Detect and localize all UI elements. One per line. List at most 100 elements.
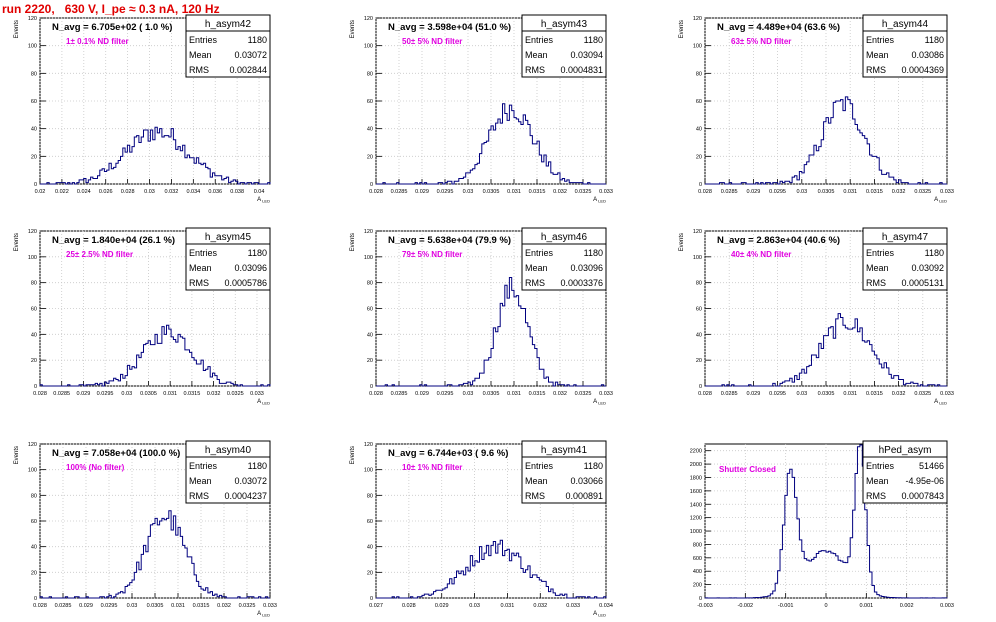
x-tick-label: 0.034: [186, 189, 200, 195]
histogram-name: h_asym40: [205, 445, 252, 456]
y-tick-label: 20: [367, 154, 373, 160]
stats-box: [185, 456, 271, 504]
y-tick-label: 100: [693, 255, 702, 261]
stats-value: 0.03072: [234, 476, 267, 486]
y-tick-label: 40: [367, 127, 373, 133]
y-tick-label: 600: [693, 556, 702, 562]
x-tick-label: 0.029: [415, 189, 429, 195]
stats-value: 0.002844: [229, 65, 267, 75]
x-tick-label: 0.0305: [818, 189, 835, 195]
x-tick-label: 0.031: [843, 189, 857, 195]
x-tick-label: 0.03: [144, 189, 155, 195]
x-tick-label: 0.031: [163, 391, 177, 397]
y-tick-label: 120: [693, 229, 702, 235]
y-tick-label: 200: [693, 583, 702, 589]
x-tick-label: 0.028: [369, 391, 383, 397]
y-tick-label: 20: [31, 570, 37, 576]
y-tick-label: 0: [34, 596, 37, 602]
x-tick-label: 0.0285: [721, 189, 738, 195]
x-tick-label: 0.001: [859, 603, 873, 609]
x-tick-label: 0.0295: [101, 603, 118, 609]
y-tick-label: 40: [367, 545, 373, 551]
y-tick-label: 1800: [690, 475, 702, 481]
y-tick-label: 120: [364, 442, 373, 448]
stats-label: Entries: [189, 248, 218, 258]
x-tick-label: 0.0325: [914, 391, 931, 397]
y-tick-label: 20: [31, 358, 37, 364]
x-tick-label: 0.028: [33, 603, 47, 609]
stats-value: 1180: [925, 248, 944, 258]
y-tick-label: 1400: [690, 502, 702, 508]
y-tick-label: 120: [28, 16, 37, 22]
y-tick-label: 0: [699, 596, 702, 602]
y-tick-label: 40: [696, 332, 702, 338]
stats-box: [521, 243, 607, 291]
x-tick-label: 0.0305: [140, 391, 157, 397]
navg-label: N_avg = 4.489e+04 (63.6 %): [717, 22, 840, 33]
x-tick-label: 0.0285: [721, 391, 738, 397]
x-tick-label: 0.0305: [483, 189, 500, 195]
x-tick-label: 0.029: [747, 391, 761, 397]
stats-value: 0.03094: [570, 50, 603, 60]
stats-box: [521, 456, 607, 504]
panel-h_asym46: 0.028 0.0285 0.029 0.0295 0.03 0.0305 0.031 0.0…: [350, 227, 613, 406]
y-tick-label: 80: [31, 493, 37, 499]
x-tick-label: -0.002: [738, 603, 754, 609]
panel-hPed_asym: -0.003 -0.002 -0.001 0 0.001 0.002 0.003 0 200 40…: [690, 440, 954, 609]
y-tick-label: 100: [364, 255, 373, 261]
x-tick-label: 0.03: [463, 189, 474, 195]
y-tick-label: 0: [370, 596, 373, 602]
stats-box: [185, 30, 271, 78]
stats-value: 0.0004831: [560, 65, 603, 75]
y-tick-label: 1000: [690, 529, 702, 535]
x-tick-label: 0.04: [254, 189, 265, 195]
x-tick-label: 0.03: [127, 603, 138, 609]
y-axis-title: Events: [14, 446, 20, 464]
x-axis-title: A LED: [257, 197, 270, 204]
filter-annotation: 25± 2.5% ND filter: [66, 250, 133, 259]
histogram-line: [39, 510, 270, 599]
x-axis-title: A LED: [593, 611, 606, 618]
x-tick-label: 0.02: [35, 189, 46, 195]
x-tick-label: 0.0325: [914, 189, 931, 195]
x-tick-label: 0.0315: [529, 189, 546, 195]
histogram-name: h_asym46: [541, 232, 588, 243]
y-axis-title: Events: [679, 233, 685, 251]
x-tick-label: 0.03: [121, 391, 132, 397]
navg-label: N_avg = 5.638e+04 (79.9 %): [388, 235, 511, 246]
histogram-name: h_asym41: [541, 445, 588, 456]
run-title: run 2220, 630 V, I_pe ≈ 0.3 nA, 120 Hz: [2, 2, 220, 16]
stats-box: [862, 30, 948, 78]
filter-annotation: 10± 1% ND filter: [402, 463, 462, 472]
y-tick-label: 60: [31, 519, 37, 525]
x-tick-label: 0.0285: [53, 391, 70, 397]
stats-value: 0.0004369: [901, 65, 944, 75]
x-tick-label: 0.0305: [147, 603, 164, 609]
y-tick-label: 20: [367, 358, 373, 364]
stats-box: [185, 243, 271, 291]
x-tick-label: 0.0305: [483, 391, 500, 397]
stats-label: Entries: [866, 461, 895, 471]
x-tick-label: 0.026: [99, 189, 113, 195]
x-tick-label: 0.029: [79, 603, 93, 609]
stats-value: 1180: [584, 461, 603, 471]
filter-annotation: 40± 4% ND filter: [731, 250, 791, 259]
y-tick-label: 100: [28, 255, 37, 261]
y-tick-label: 0: [370, 384, 373, 390]
histogram-line: [705, 96, 947, 185]
y-tick-label: 40: [367, 332, 373, 338]
stats-label: Entries: [866, 35, 895, 45]
histogram-line: [705, 313, 947, 387]
stats-label: RMS: [866, 65, 886, 75]
stats-label: Mean: [189, 476, 212, 486]
panel-h_asym43: 0.028 0.0285 0.029 0.0295 0.03 0.0305 0.031 0.0…: [350, 14, 613, 204]
y-tick-label: 120: [28, 442, 37, 448]
y-tick-label: 120: [28, 229, 37, 235]
x-tick-label: 0.033: [940, 391, 954, 397]
x-tick-label: 0.03: [796, 391, 807, 397]
stats-value: 0.03096: [234, 263, 267, 273]
x-tick-label: 0.0325: [575, 391, 592, 397]
stats-label: Mean: [189, 50, 212, 60]
stats-value: 0.0005786: [224, 278, 267, 288]
